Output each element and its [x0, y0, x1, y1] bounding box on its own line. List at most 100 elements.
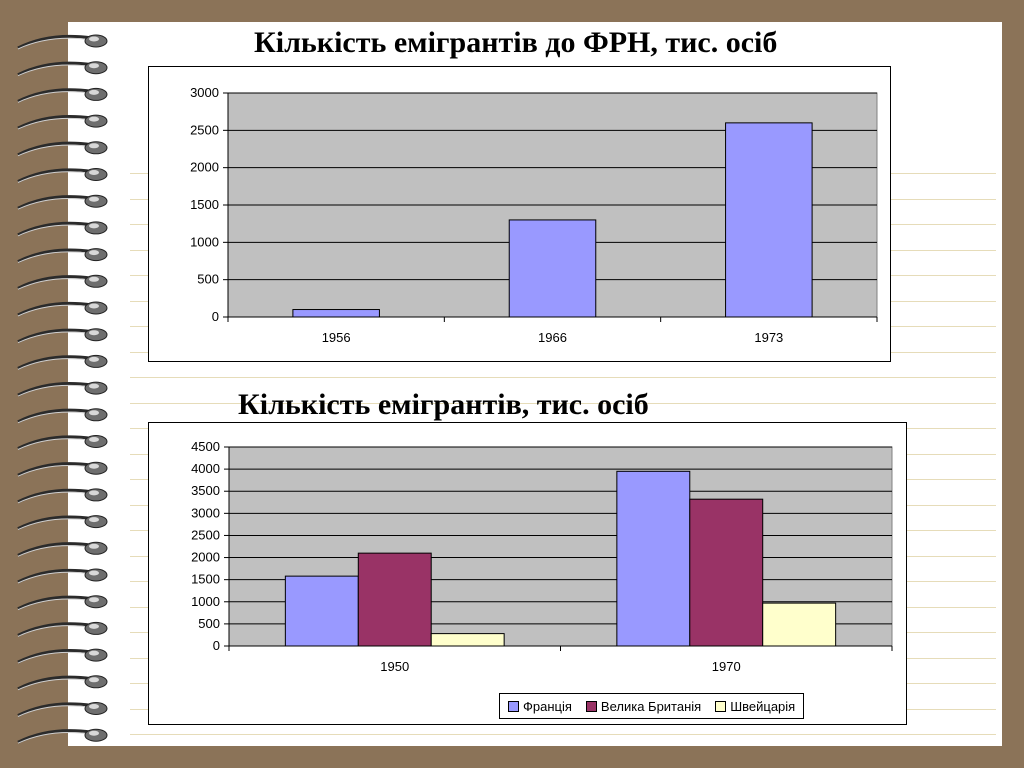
spiral-ring	[17, 435, 108, 450]
spiral-hole-shine	[89, 730, 99, 736]
spiral-wire-highlight	[17, 598, 93, 611]
legend-label-switzerland: Швейцарія	[730, 698, 796, 714]
spiral-ring	[17, 61, 108, 77]
spiral-wire	[17, 61, 93, 77]
spiral-wire	[17, 168, 93, 183]
spiral-wire	[17, 248, 93, 263]
spiral-wire-highlight	[17, 304, 93, 317]
y-tick-label: 2000	[190, 160, 219, 175]
spiral-wire	[17, 622, 93, 637]
spiral-hole-shine	[89, 597, 99, 603]
spiral-wire-highlight	[17, 571, 93, 584]
y-tick-label: 500	[198, 616, 220, 631]
bar	[357, 552, 432, 647]
spiral-wire	[17, 328, 93, 344]
spiral-ring	[17, 621, 108, 637]
y-tick-label: 0	[212, 309, 219, 324]
spiral-hole-shine	[89, 437, 99, 442]
ruled-line	[130, 734, 996, 735]
chart2-title: Кількість емігрантів, тис. осіб	[238, 388, 649, 421]
bar	[292, 309, 380, 318]
spiral-ring	[17, 221, 108, 237]
y-tick-label: 3000	[191, 505, 220, 520]
bar	[284, 575, 359, 647]
spiral-wire	[17, 595, 93, 611]
x-tick-label: 1956	[322, 330, 351, 345]
spiral-wire	[17, 115, 93, 130]
spiral-wire-highlight	[17, 518, 93, 531]
y-tick-label: 3500	[191, 483, 220, 498]
spiral-hole-shine	[89, 463, 99, 469]
spiral-hole-shine	[89, 383, 99, 389]
spiral-wire-highlight	[17, 705, 93, 717]
spiral-hole-shine	[89, 63, 99, 69]
spiral-ring	[17, 248, 108, 264]
spiral-wire	[17, 435, 93, 450]
spiral-wire-highlight	[17, 465, 93, 477]
spiral-hole-shine	[89, 36, 99, 42]
spiral-hole-shine	[89, 543, 99, 549]
spiral-wire	[17, 515, 93, 530]
y-tick-label: 2500	[191, 527, 220, 542]
y-tick-label: 2500	[190, 122, 219, 137]
spiral-ring	[17, 595, 108, 611]
chart1-svg: 0 500 1000 1500 2000 2500 3000 1956 1966 1973	[190, 85, 878, 345]
spiral-hole-shine	[89, 170, 99, 175]
spiral-wire-highlight	[17, 651, 93, 664]
spiral-ring	[17, 488, 108, 504]
spiral-ring	[17, 408, 108, 424]
spiral-ring	[17, 141, 108, 157]
legend-item-switzerland: Швейцарія	[715, 699, 795, 714]
spiral-wire-highlight	[17, 171, 93, 183]
spiral-wire	[17, 729, 93, 744]
spiral-wire	[17, 88, 93, 103]
chart2-legend: Франція Велика Британія Швейцарія	[499, 693, 805, 719]
spiral-ring	[17, 328, 108, 344]
spiral-hole-shine	[89, 276, 99, 282]
y-tick-label: 500	[197, 272, 219, 287]
spiral-wire-highlight	[17, 732, 93, 744]
spiral-wire-highlight	[17, 411, 93, 424]
y-tick-label: 1500	[191, 572, 220, 587]
legend-swatch-switzerland	[715, 700, 727, 712]
spiral-ring	[17, 675, 108, 691]
spiral-wire	[17, 275, 93, 290]
chart2-frame: 0 500 1000 1500 2000 2500 3000 3500 4000 4500 1950…	[148, 422, 907, 725]
spiral-hole-shine	[89, 303, 99, 309]
spiral-ring	[17, 354, 108, 370]
spiral-wire	[17, 649, 93, 664]
legend-label-france: Франція	[523, 698, 572, 714]
legend-swatch-great-britain	[585, 700, 597, 712]
spiral-wire-highlight	[17, 251, 93, 264]
y-tick-label: 4500	[191, 439, 220, 454]
spiral-hole-shine	[89, 410, 99, 416]
spiral-wire	[17, 355, 93, 370]
spiral-ring	[17, 648, 108, 664]
legend-swatch-france	[508, 700, 519, 712]
spiral-ring	[17, 728, 108, 744]
spiral-ring	[17, 34, 108, 50]
y-tick-label: 2000	[191, 550, 220, 565]
spiral-wire	[17, 702, 93, 717]
spiral-wire	[17, 488, 93, 504]
spiral-hole-shine	[89, 116, 99, 122]
x-tick-label: 1966	[538, 330, 567, 345]
spiral-hole-shine	[89, 517, 99, 523]
spiral-hole-shine	[89, 356, 99, 362]
y-tick-label: 0	[213, 638, 220, 653]
spiral-wire-highlight	[17, 331, 93, 344]
spiral-wire-highlight	[17, 37, 93, 50]
y-tick-label: 1000	[191, 594, 220, 609]
spiral-wire	[17, 141, 93, 157]
spiral-wire-highlight	[17, 64, 93, 77]
chart1-title: Кількість емігрантів до ФРН, тис. осіб	[254, 26, 778, 59]
y-tick-label: 3000	[190, 85, 219, 100]
x-tick-label: 1973	[754, 330, 783, 345]
spiral-wire-highlight	[17, 625, 93, 637]
spiral-ring	[17, 87, 108, 103]
y-tick-label: 1000	[190, 234, 219, 249]
spiral-wire	[17, 195, 93, 210]
bar	[508, 219, 597, 318]
spiral-wire-highlight	[17, 117, 93, 130]
spiral-ring	[17, 702, 108, 717]
